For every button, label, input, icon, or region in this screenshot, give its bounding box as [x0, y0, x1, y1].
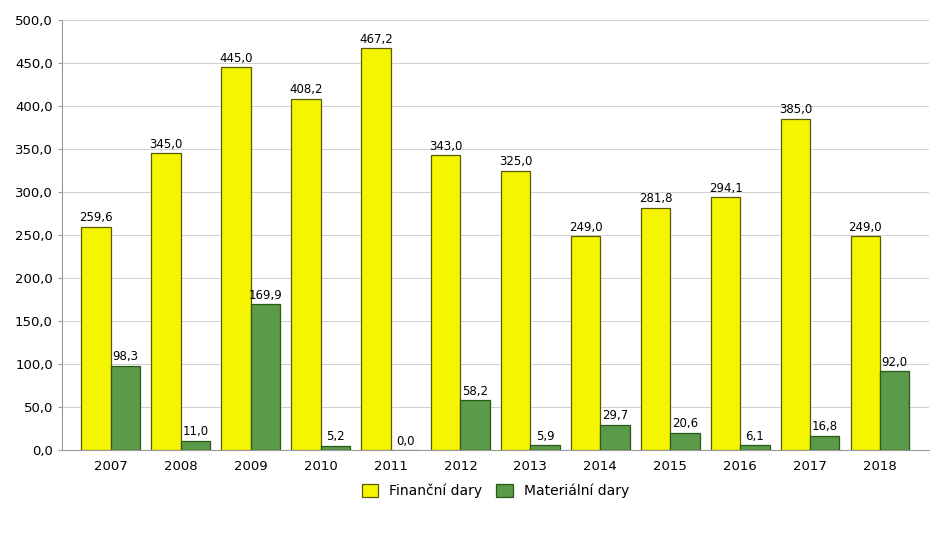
Bar [181, 441, 211, 451]
Bar [461, 401, 490, 451]
Legend: Finanční dary, Materiální dary: Finanční dary, Materiální dary [356, 478, 635, 504]
Text: 467,2: 467,2 [359, 33, 393, 46]
Text: 249,0: 249,0 [569, 220, 602, 234]
Text: 16,8: 16,8 [812, 420, 838, 434]
Text: 345,0: 345,0 [149, 138, 183, 151]
Text: 58,2: 58,2 [463, 385, 488, 398]
Text: 169,9: 169,9 [248, 289, 282, 301]
Bar [571, 236, 600, 451]
Bar [810, 436, 839, 451]
Text: 281,8: 281,8 [639, 192, 672, 206]
Bar [151, 153, 181, 451]
Bar [880, 371, 909, 451]
Text: 5,9: 5,9 [536, 430, 554, 443]
Bar [851, 236, 880, 451]
Text: 385,0: 385,0 [779, 104, 812, 116]
Bar [110, 366, 141, 451]
Bar [81, 227, 110, 451]
Text: 408,2: 408,2 [289, 83, 323, 96]
Bar [740, 445, 769, 451]
Text: 98,3: 98,3 [112, 350, 139, 363]
Text: 5,2: 5,2 [326, 430, 345, 444]
Text: 6,1: 6,1 [746, 430, 765, 442]
Text: 92,0: 92,0 [882, 356, 908, 369]
Bar [781, 119, 810, 451]
Bar [600, 425, 630, 451]
Bar [292, 99, 321, 451]
Bar [711, 197, 740, 451]
Text: 29,7: 29,7 [602, 409, 628, 422]
Text: 294,1: 294,1 [709, 182, 742, 195]
Text: 325,0: 325,0 [499, 155, 532, 168]
Bar [221, 67, 251, 451]
Text: 20,6: 20,6 [672, 417, 698, 430]
Bar [321, 446, 350, 451]
Bar [431, 155, 461, 451]
Bar [641, 208, 670, 451]
Bar [501, 171, 531, 451]
Bar [670, 433, 700, 451]
Text: 259,6: 259,6 [79, 212, 113, 224]
Text: 249,0: 249,0 [849, 220, 883, 234]
Text: 11,0: 11,0 [182, 425, 209, 439]
Text: 445,0: 445,0 [219, 52, 253, 65]
Bar [251, 304, 280, 451]
Text: 343,0: 343,0 [430, 139, 463, 153]
Bar [531, 445, 560, 451]
Bar [362, 48, 391, 451]
Text: 0,0: 0,0 [396, 435, 414, 448]
